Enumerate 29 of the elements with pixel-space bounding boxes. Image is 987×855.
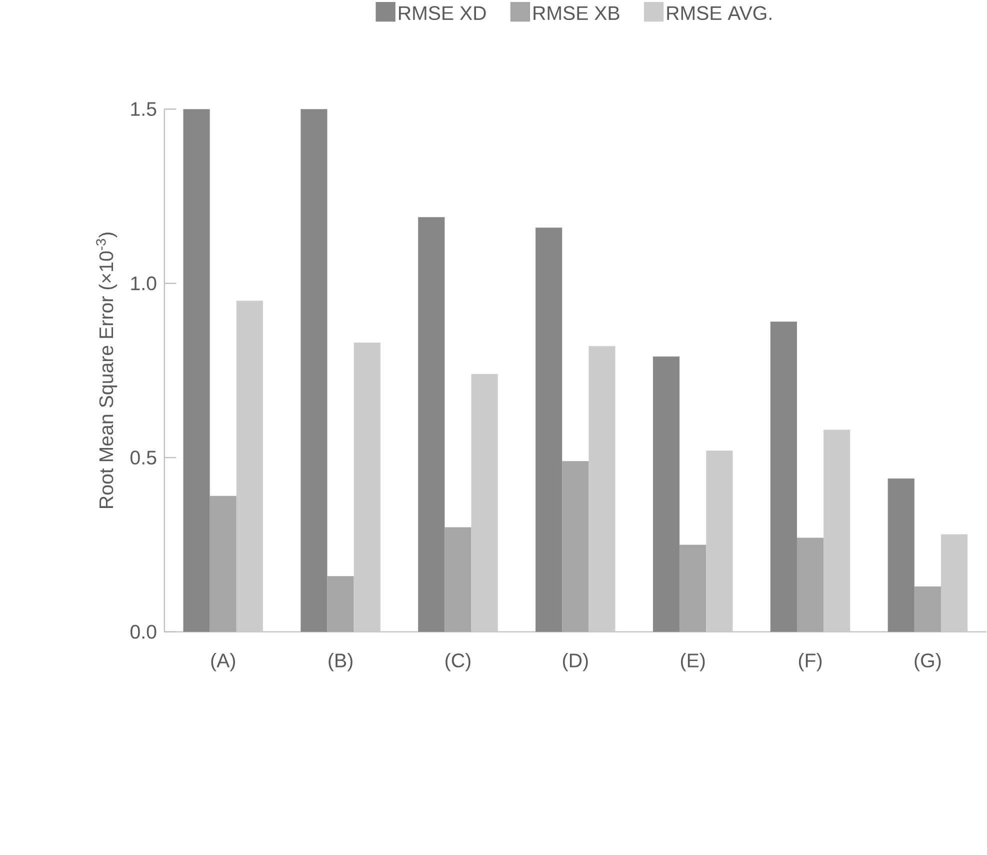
x-tick-label: (C) — [446, 653, 470, 672]
bar — [444, 527, 472, 632]
bar — [418, 217, 445, 632]
bar — [680, 544, 706, 632]
y-axis-title: Root Mean Square Error (×10$^{-3}$) — [96, 232, 118, 508]
x-tick-label: (B) — [328, 653, 352, 672]
legend-label: RMSE AVG. — [667, 6, 772, 20]
legend-label: RMSE XB — [534, 6, 620, 20]
bar — [536, 228, 562, 632]
legend-label: RMSE XD — [399, 6, 486, 20]
x-tick-label: (E) — [680, 653, 705, 672]
bar — [652, 356, 680, 632]
bar — [888, 478, 914, 632]
bar — [770, 322, 797, 632]
bar — [796, 538, 824, 632]
bar — [562, 461, 589, 632]
y-tick-label: 1.5 — [131, 102, 156, 116]
bar — [300, 109, 328, 632]
x-tick-label: (A) — [211, 653, 235, 672]
bar — [327, 576, 354, 632]
x-tick-label: (F) — [798, 653, 822, 672]
y-tick-label: 0.5 — [130, 450, 156, 465]
bar — [183, 109, 210, 632]
x-tick-label: (D) — [563, 653, 588, 672]
x-tick-label: (G) — [914, 653, 941, 672]
bar — [914, 586, 941, 632]
y-tick-label: 1.0 — [131, 276, 156, 290]
bar — [210, 496, 236, 632]
y-tick-label: 0.0 — [130, 624, 156, 639]
